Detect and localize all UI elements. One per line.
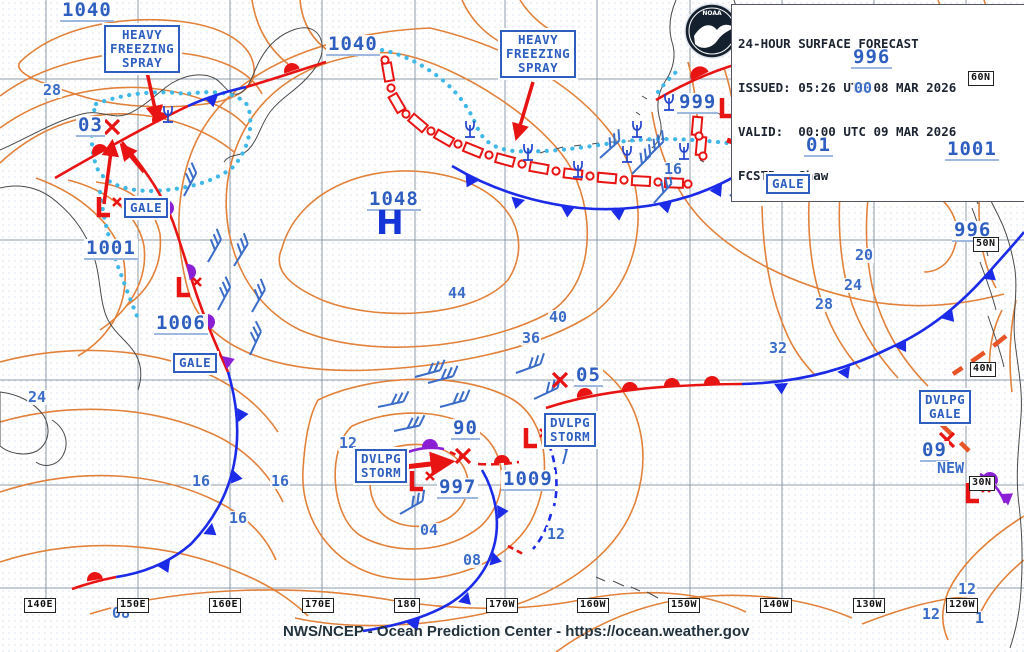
warning-dvlpg-gale: DVLPG GALE [919, 390, 972, 424]
warning-gale-2: GALE [173, 353, 218, 373]
cold-front-east-pacific [741, 231, 1024, 395]
isobar-16-sw3: 16 [228, 509, 249, 527]
isobar-1-se: 1 [974, 609, 986, 627]
pressure-1006: 1006 [154, 312, 208, 336]
footer-caption: NWS/NCEP - Ocean Prediction Center - htt… [283, 623, 750, 640]
isobar-16-bering: 16 [663, 160, 684, 178]
isobar-24-e: 24 [843, 276, 864, 294]
lon-170E: 170E [302, 598, 335, 613]
warning-dvlpg-storm-2: DVLPG STORM [544, 413, 597, 447]
isobar-20: 20 [854, 246, 875, 264]
lat-60N: 60N [968, 71, 994, 86]
isobar-12-c: 12 [338, 434, 359, 452]
forecast-valid: VALID: 00:00 UTC 09 MAR 2026 [738, 124, 957, 139]
lon-160W: 160W [577, 598, 610, 613]
isobar-16-sw2: 16 [270, 472, 291, 490]
cold-front-west-pacific [71, 371, 250, 591]
new-label: NEW [936, 459, 966, 477]
isobar-12-s: 12 [546, 525, 567, 543]
isobar-40: 40 [548, 308, 569, 326]
isobar-44: 44 [447, 284, 468, 302]
cold-front-aleutian [451, 164, 751, 222]
svg-text:NOAA: NOAA [702, 10, 722, 17]
noaa-logo: NOAA [684, 3, 740, 59]
isobar-24-w: 24 [27, 388, 48, 406]
dissipating-front-chain [380, 55, 708, 189]
pressure-996-ne: 996 [851, 46, 893, 70]
warning-gale-1: GALE [124, 198, 169, 218]
forecast-header-box: 24-HOUR SURFACE FORECAST ISSUED: 05:26 U… [731, 4, 1024, 202]
lon-120W: 120W [946, 598, 979, 613]
lat-30N: 30N [969, 476, 995, 491]
isobar-16-sw1: 16 [191, 472, 212, 490]
pressure-90: 90 [451, 417, 480, 441]
pressure-1040-nw: 1040 [60, 0, 114, 23]
warning-gale-3: GALE [766, 174, 811, 194]
isobar-36: 36 [521, 329, 542, 347]
isobar-00: 00 [853, 79, 874, 97]
isobar-12-se1: 12 [957, 580, 978, 598]
time-09: 09 [920, 439, 949, 463]
stationary-front-kamchatka [54, 60, 327, 180]
isobar-28-e: 28 [814, 295, 835, 313]
chain-circles [380, 55, 708, 189]
occluded-front-kamchatka-low [121, 141, 238, 373]
warm-front-central [545, 375, 743, 410]
lat-40N: 40N [970, 362, 996, 377]
lat-50N: 50N [973, 237, 999, 252]
lon-140W: 140W [760, 598, 793, 613]
lon-140E: 140E [24, 598, 57, 613]
warning-dvlpg-storm-1: DVLPG STORM [355, 449, 408, 483]
lon-150E: 150E [117, 598, 150, 613]
wind-barbs [175, 128, 757, 515]
pressure-1001-w: 1001 [84, 237, 138, 261]
isobar-08-c: 08 [462, 551, 483, 569]
isobar-28-nw: 28 [42, 81, 63, 99]
pressure-1040-n: 1040 [326, 33, 380, 57]
warning-heavy-freezing-spray-2: HEAVY FREEZING SPRAY [500, 30, 577, 78]
isobar-12-se2: 12 [921, 605, 942, 623]
forecast-title: 24-HOUR SURFACE FORECAST [738, 35, 919, 51]
isobar-32: 32 [768, 339, 789, 357]
lon-170W: 170W [486, 598, 519, 613]
high-symbol: H [376, 203, 404, 242]
isobar-04: 04 [419, 521, 440, 539]
lon-180: 180 [394, 598, 420, 613]
time-01: 01 [804, 134, 833, 158]
trof-dashed-lines [939, 334, 1008, 453]
lon-130W: 130W [853, 598, 886, 613]
warning-heavy-freezing-spray-1: HEAVY FREEZING SPRAY [104, 25, 181, 73]
pressure-1009: 1009 [501, 468, 555, 492]
time-05: 05 [574, 364, 603, 388]
pressure-1048: 1048 [367, 188, 421, 212]
pressure-1001-e: 1001 [945, 138, 999, 162]
chain-rects [380, 61, 708, 189]
pressure-999: 999 [677, 91, 719, 115]
occluded-front-southeast [979, 468, 1018, 506]
pressure-997: 997 [437, 476, 479, 500]
lon-160E: 160E [209, 598, 242, 613]
time-03: 03 [76, 114, 105, 138]
lon-150W: 150W [668, 598, 701, 613]
